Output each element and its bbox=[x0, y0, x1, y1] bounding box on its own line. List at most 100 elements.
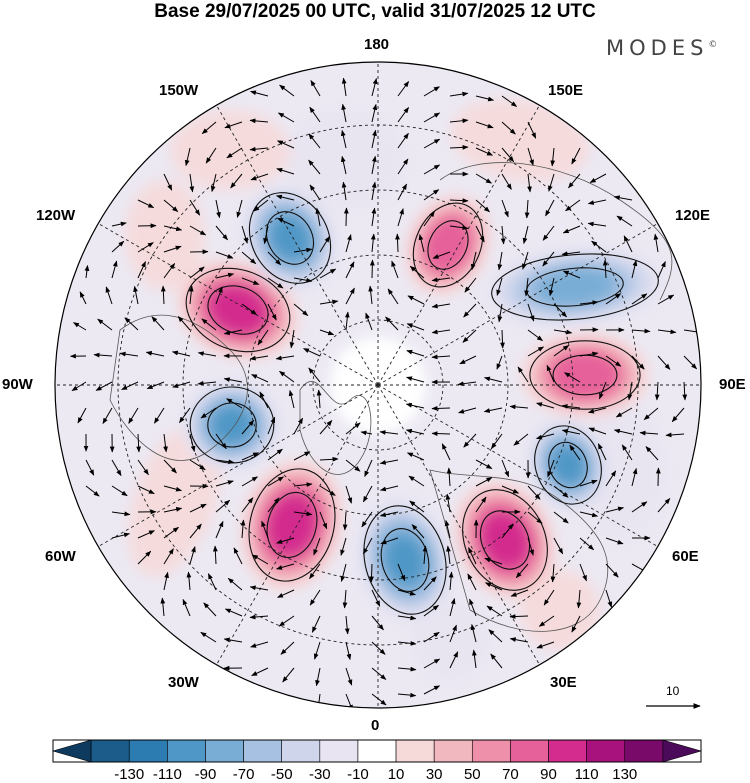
wind-arrow-430 bbox=[449, 624, 457, 643]
wind-arrow-85 bbox=[315, 207, 321, 227]
wind-arrow-116 bbox=[561, 251, 581, 257]
wind-arrow-393 bbox=[342, 589, 348, 609]
wind-arrow-170 bbox=[177, 315, 191, 331]
wind-arrow-6 bbox=[423, 86, 440, 97]
colorbar-tick-label: 10 bbox=[387, 766, 405, 783]
colorbar-tick-label: -130 bbox=[114, 766, 145, 783]
lon-label-120w: 120W bbox=[36, 207, 76, 224]
wind-arrow-67 bbox=[397, 183, 408, 201]
wind-arrow-32 bbox=[423, 138, 441, 149]
wind-arrow-138 bbox=[548, 277, 555, 297]
wind-arrow-410 bbox=[311, 615, 321, 633]
wind-arrow-281 bbox=[189, 459, 206, 471]
wind-arrow-293 bbox=[501, 459, 510, 478]
wind-arrow-28 bbox=[308, 133, 321, 149]
wind-arrow-356 bbox=[380, 537, 399, 545]
wind-arrow-172 bbox=[223, 329, 243, 335]
colorbar-cell-5 bbox=[243, 739, 283, 763]
wind-arrow-90 bbox=[449, 225, 469, 231]
wind-arrow-224 bbox=[483, 376, 503, 383]
wind-arrow-288 bbox=[364, 459, 373, 477]
wind-arrow-132 bbox=[391, 260, 399, 279]
wind-arrow-349 bbox=[215, 520, 224, 539]
colorbar-cell-0 bbox=[51, 739, 92, 763]
wind-arrow-171 bbox=[201, 318, 217, 331]
wind-arrow-262 bbox=[319, 420, 333, 435]
wind-arrow-93 bbox=[522, 225, 529, 245]
wind-arrow-353 bbox=[313, 537, 321, 556]
map-boundary bbox=[54, 61, 702, 709]
wind-arrow-123 bbox=[163, 263, 176, 279]
wind-arrow-415 bbox=[449, 597, 456, 617]
wind-arrow-319 bbox=[579, 479, 598, 487]
wind-arrow-309 bbox=[319, 485, 336, 496]
latitude-circle-0 bbox=[312, 319, 444, 451]
wind-arrow-92 bbox=[500, 225, 506, 245]
wind-arrow-173 bbox=[257, 329, 269, 346]
wind-arrow-227 bbox=[564, 372, 581, 383]
wind-arrow-256 bbox=[163, 433, 168, 453]
colorbar-cell-3 bbox=[167, 739, 206, 763]
anomaly-low-75E-band-5 bbox=[556, 452, 580, 478]
wind-arrow-155 bbox=[387, 288, 399, 305]
wind-arrow-326 bbox=[189, 503, 207, 513]
wind-arrow-375 bbox=[369, 563, 374, 583]
wind-arrow-34 bbox=[475, 147, 493, 156]
wind-arrow-361 bbox=[527, 537, 534, 556]
wind-arrow-311 bbox=[362, 485, 373, 503]
wind-arrow-424 bbox=[280, 641, 295, 655]
wind-arrow-422 bbox=[223, 637, 243, 643]
wind-arrow-306 bbox=[241, 476, 258, 487]
coastline-0 bbox=[299, 381, 372, 475]
wind-arrow-83 bbox=[263, 225, 269, 245]
wind-arrow-423 bbox=[250, 641, 269, 648]
wind-arrow-108 bbox=[370, 233, 376, 253]
wind-arrow-163 bbox=[605, 293, 622, 305]
wind-arrow-152 bbox=[319, 299, 339, 305]
wind-arrow-405 bbox=[182, 598, 191, 617]
wind-arrow-343 bbox=[631, 501, 648, 513]
wind-arrow-149 bbox=[241, 303, 258, 316]
wind-arrow-150 bbox=[267, 303, 277, 321]
wind-arrow-82 bbox=[241, 225, 249, 244]
wind-arrow-20 bbox=[475, 121, 494, 129]
wind-arrow-156 bbox=[407, 295, 425, 305]
wind-arrow-379 bbox=[468, 547, 477, 565]
wind-arrow-159 bbox=[497, 303, 503, 323]
wind-arrow-347 bbox=[163, 526, 179, 539]
wind-arrow-350 bbox=[240, 519, 246, 539]
wind-arrow-161 bbox=[553, 303, 567, 318]
wind-arrow-247 bbox=[536, 402, 555, 409]
wind-arrow-184 bbox=[553, 329, 573, 335]
wind-arrow-198 bbox=[275, 355, 295, 361]
wind-arrow-12 bbox=[249, 118, 269, 124]
wind-arrow-62 bbox=[253, 199, 269, 212]
wind-arrow-346 bbox=[137, 530, 155, 539]
wind-arrow-66 bbox=[371, 181, 377, 201]
wind-arrow-178 bbox=[385, 316, 399, 331]
wind-arrow-68 bbox=[423, 189, 440, 201]
contour-high-90E-1 bbox=[529, 340, 641, 410]
wind-arrow-448 bbox=[371, 693, 387, 706]
wind-arrow-183 bbox=[527, 329, 544, 342]
colorbar-cell-16 bbox=[662, 739, 703, 763]
anomaly-high-45W-band-6 bbox=[279, 510, 305, 540]
wind-arrow-425 bbox=[313, 641, 321, 660]
wind-arrow-436 bbox=[251, 667, 269, 677]
wind-arrow-125 bbox=[215, 272, 235, 279]
wind-arrow-70 bbox=[475, 199, 490, 213]
anomaly-field bbox=[125, 98, 669, 680]
wind-arrow-269 bbox=[491, 433, 503, 450]
anomaly-low-165W-band-5 bbox=[276, 224, 304, 252]
wind-arrow-329 bbox=[267, 497, 280, 513]
wind-arrow-112 bbox=[470, 251, 477, 271]
wind-arrow-355 bbox=[362, 537, 373, 555]
wind-arrow-443 bbox=[449, 651, 459, 669]
wind-arrow-25 bbox=[226, 147, 243, 159]
wind-arrow-299 bbox=[645, 446, 659, 461]
wind-arrow-308 bbox=[293, 482, 313, 488]
wind-arrow-238 bbox=[226, 398, 243, 409]
wind-arrow-382 bbox=[550, 563, 556, 583]
wind-arrow-40 bbox=[189, 173, 195, 193]
